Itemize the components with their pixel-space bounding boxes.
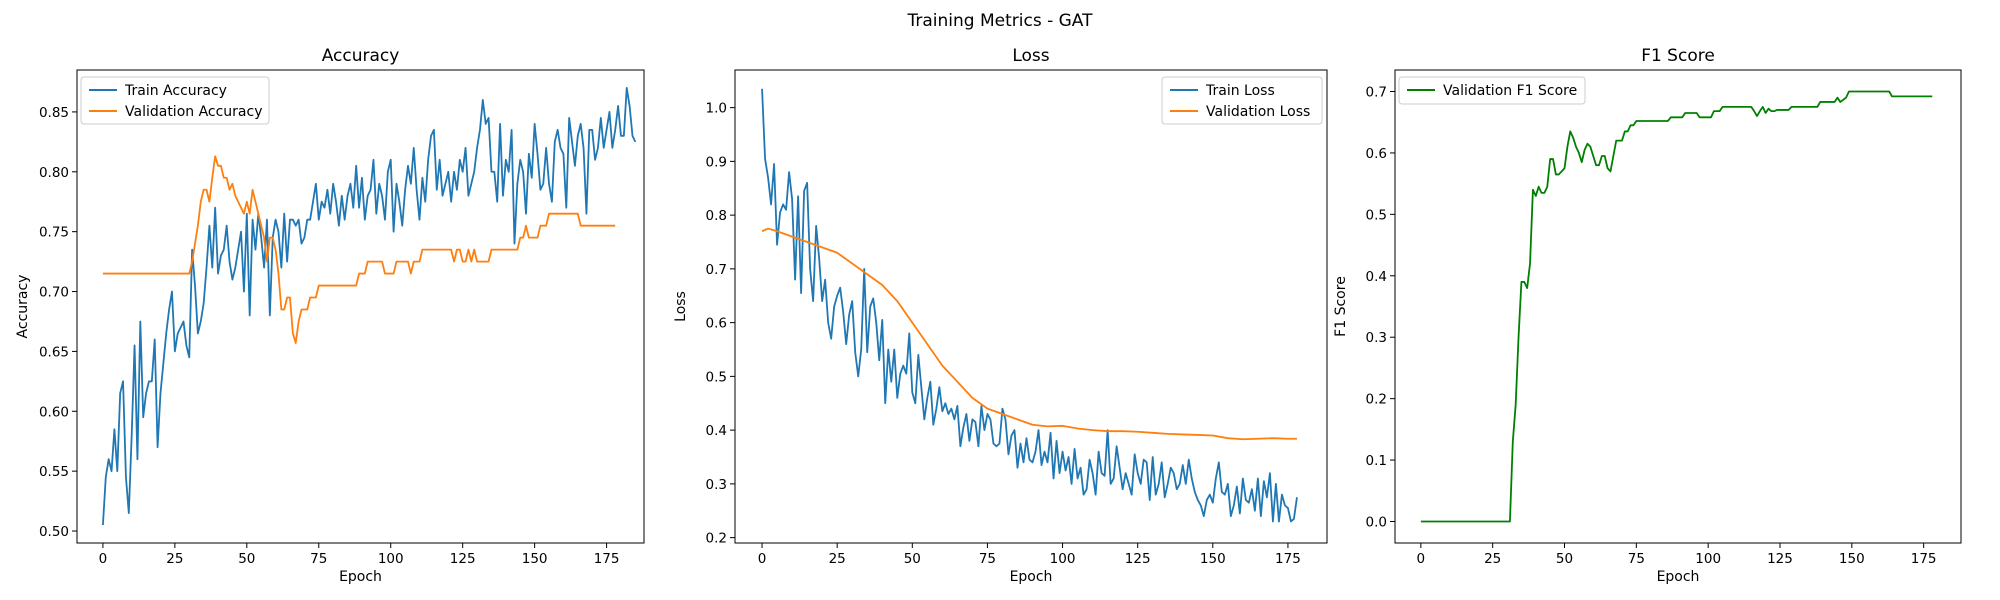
accuracy-legend-label-1: Train Accuracy [124,83,227,99]
loss-xtick-label: 125 [1125,551,1151,567]
f1-xtick-label: 50 [1556,551,1573,567]
accuracy-series-line-1 [102,87,637,526]
accuracy-xtick-label: 25 [166,551,183,567]
loss-ytick-label: 0.8 [706,208,727,224]
f1-ytick-label: 0.0 [1366,515,1387,531]
accuracy-xtick-label: 125 [450,551,476,567]
loss-xtick-label: 175 [1275,551,1301,567]
accuracy-series-line-2 [102,155,616,344]
loss-legend-label-2: Validation Loss [1206,104,1310,120]
f1-ytick-label: 0.7 [1366,85,1387,101]
f1-legend-label-1: Validation F1 Score [1443,83,1577,99]
accuracy-ytick-label: 0.70 [39,285,69,301]
accuracy-legend-label-2: Validation Accuracy [125,104,263,120]
accuracy-ytick-label: 0.65 [39,344,69,360]
loss-ytick-label: 0.9 [706,154,727,170]
f1-xtick-label: 175 [1911,551,1937,567]
accuracy-xtick-label: 100 [378,551,404,567]
f1-panel: F1 Score Epoch F1 Score 0 25 50 75 100 125 150 175… [1333,46,1962,585]
f1-axes-frame [1394,69,1962,544]
loss-xtick-label: 150 [1200,551,1226,567]
loss-series-line-1 [761,88,1298,523]
f1-xtick-label: 125 [1767,551,1793,567]
accuracy-legend-box [80,76,270,125]
f1-legend: Validation F1 Score [1398,76,1586,105]
f1-title: F1 Score [1641,46,1715,66]
loss-xtick-label: 50 [904,551,921,567]
loss-xtick-label: 75 [979,551,996,567]
chart-panels: Accuracy Epoch Accuracy 0 25 50 75 100 125 150 175… [15,46,1962,585]
loss-xtick-label: 100 [1050,551,1076,567]
accuracy-xtick-label: 175 [594,551,620,567]
loss-series-line-2 [761,227,1297,441]
loss-axes-frame [734,69,1328,544]
loss-title: Loss [1012,46,1049,66]
f1-legend-box [1398,76,1586,105]
f1-ytick-label: 0.6 [1366,146,1387,162]
loss-xtick-label: 25 [829,551,846,567]
f1-xtick-label: 75 [1628,551,1645,567]
f1-series-line-1 [1420,90,1933,523]
accuracy-xlabel: Epoch [339,569,382,585]
loss-ytick-label: 0.6 [706,316,727,332]
loss-xtick-label: 0 [758,551,767,567]
f1-ytick-label: 0.4 [1366,269,1387,285]
loss-ytick-label: 0.2 [706,531,727,547]
accuracy-legend: Train Accuracy Validation Accuracy [80,76,270,125]
accuracy-ytick-label: 0.85 [39,105,69,121]
accuracy-ytick-label: 0.80 [39,165,69,181]
f1-ylabel: F1 Score [1333,276,1349,337]
loss-ylabel: Loss [673,291,689,322]
loss-ytick-label: 0.3 [706,477,727,493]
loss-panel: Loss Epoch Loss 0 25 50 75 100 125 150 175 0.2 0.3 0.… [673,46,1328,585]
figure-suptitle: Training Metrics - GAT [907,11,1094,31]
accuracy-axes-frame [76,69,645,544]
accuracy-ytick-label: 0.55 [39,464,69,480]
loss-ytick-label: 1.0 [706,101,727,117]
f1-xtick-label: 25 [1484,551,1501,567]
loss-xlabel: Epoch [1010,569,1053,585]
loss-ytick-label: 0.5 [706,369,727,385]
accuracy-xtick-label: 75 [310,551,327,567]
loss-legend-box [1161,76,1323,125]
accuracy-ylabel: Accuracy [15,275,31,339]
f1-ytick-label: 0.3 [1366,330,1387,346]
f1-ytick-label: 0.1 [1366,453,1387,469]
accuracy-ytick-label: 0.75 [39,225,69,241]
f1-xtick-label: 100 [1695,551,1721,567]
accuracy-ytick-label: 0.60 [39,404,69,420]
loss-legend: Train Loss Validation Loss [1161,76,1323,125]
f1-ytick-label: 0.5 [1366,207,1387,223]
accuracy-xtick-label: 0 [99,551,108,567]
accuracy-panel: Accuracy Epoch Accuracy 0 25 50 75 100 125 150 175… [15,46,645,585]
accuracy-xtick-label: 150 [522,551,548,567]
f1-ytick-label: 0.2 [1366,392,1387,408]
loss-legend-label-1: Train Loss [1205,83,1275,99]
accuracy-title: Accuracy [322,46,400,66]
loss-ytick-label: 0.4 [706,423,727,439]
accuracy-ytick-label: 0.50 [39,524,69,540]
f1-xtick-label: 150 [1839,551,1865,567]
loss-ytick-label: 0.7 [706,262,727,278]
accuracy-xtick-label: 50 [238,551,255,567]
f1-xtick-label: 0 [1417,551,1426,567]
f1-xlabel: Epoch [1657,569,1700,585]
